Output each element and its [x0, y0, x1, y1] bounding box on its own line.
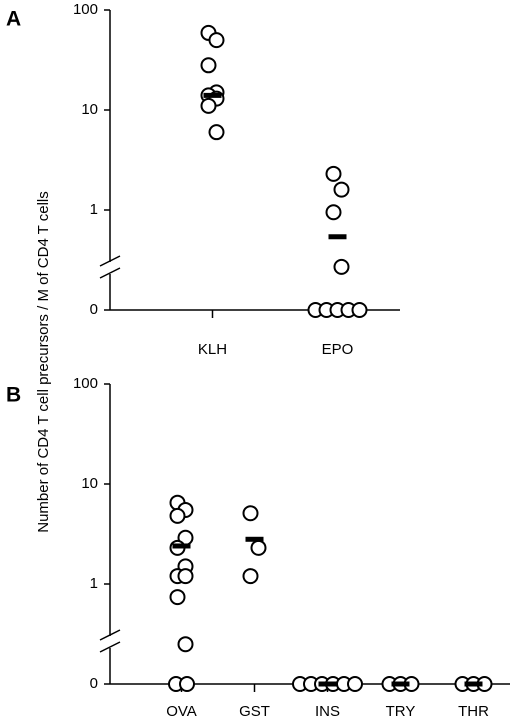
center-bar: [391, 681, 410, 687]
data-point: [333, 258, 350, 275]
y-tick-label: 0: [90, 675, 98, 692]
x-tick-label: OVA: [166, 703, 197, 720]
y-tick-label: 10: [81, 101, 98, 118]
x-tick-label: TRY: [386, 703, 416, 720]
panel-label: A: [6, 8, 21, 31]
data-point: [208, 32, 225, 49]
x-tick-label: INS: [315, 703, 340, 720]
axis-break: [99, 267, 121, 279]
data-point: [325, 165, 342, 182]
x-tick-label: GST: [239, 703, 270, 720]
data-point: [179, 676, 195, 692]
y-tick-label: 100: [73, 375, 98, 392]
data-point: [325, 204, 342, 221]
x-tick-label: EPO: [322, 341, 354, 358]
data-point: [333, 181, 350, 198]
data-point: [169, 589, 186, 606]
data-point: [242, 568, 259, 585]
x-tick-label: THR: [458, 703, 489, 720]
data-point: [250, 539, 267, 556]
center-bar: [245, 536, 264, 542]
y-axis-label: Number of CD4 T cell precursors / M of C…: [35, 191, 52, 533]
y-tick-label: 0: [90, 301, 98, 318]
data-point: [208, 124, 225, 141]
data-point: [200, 57, 217, 74]
center-bar: [328, 234, 347, 240]
data-point: [177, 636, 194, 653]
data-point: [200, 97, 217, 114]
data-point: [242, 505, 259, 522]
axis-break: [99, 641, 121, 653]
axis-break: [99, 255, 121, 267]
data-point: [169, 507, 186, 524]
y-tick-label: 100: [73, 1, 98, 18]
axis-break: [99, 629, 121, 641]
data-point: [177, 568, 194, 585]
y-tick-label: 10: [81, 475, 98, 492]
center-bar: [203, 92, 222, 98]
center-bar: [318, 681, 337, 687]
center-bar: [172, 543, 191, 549]
data-point: [347, 676, 363, 692]
y-tick-label: 1: [90, 575, 98, 592]
center-bar: [464, 681, 483, 687]
panel-label: B: [6, 384, 21, 407]
data-point: [351, 302, 368, 318]
x-tick-label: KLH: [198, 341, 227, 358]
y-tick-label: 1: [90, 201, 98, 218]
